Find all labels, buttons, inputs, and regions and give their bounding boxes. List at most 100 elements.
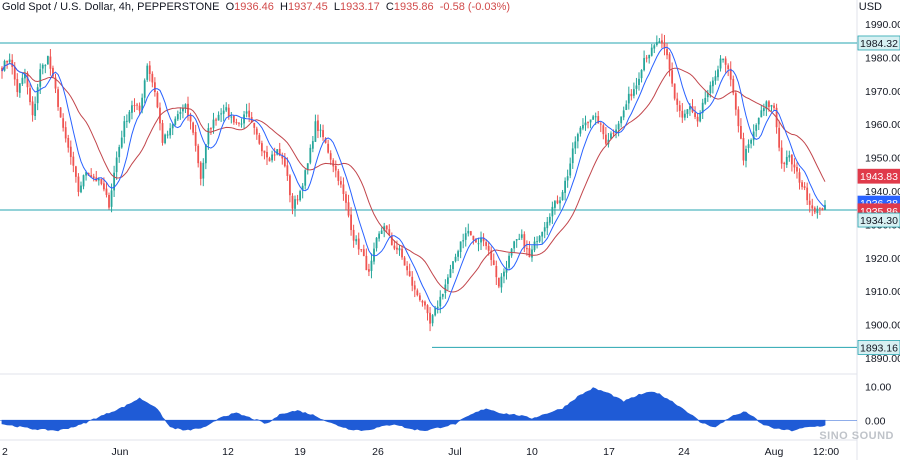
candle-body xyxy=(750,139,753,144)
candle-body xyxy=(627,93,630,104)
candle-body xyxy=(714,76,717,81)
candle-body xyxy=(525,248,528,250)
candle-body xyxy=(329,153,332,160)
candle-body xyxy=(199,162,202,179)
candle-body xyxy=(706,93,709,98)
x-tick-label: 12:00 xyxy=(813,446,839,458)
candle-body xyxy=(337,171,340,181)
candle-body xyxy=(487,245,490,251)
candle-body xyxy=(204,144,207,164)
candle-body xyxy=(566,176,569,181)
candle-body xyxy=(709,85,712,94)
candle-body xyxy=(533,241,536,251)
candle-body xyxy=(187,103,189,117)
candle-body xyxy=(194,132,197,146)
candle-body xyxy=(492,260,495,266)
candle-body xyxy=(811,205,814,209)
oscillator-area xyxy=(1,387,826,432)
candle-body xyxy=(640,69,643,79)
candle-body xyxy=(69,146,72,158)
y-tick-label: 1920.00 xyxy=(865,253,900,265)
candle-body xyxy=(385,225,388,230)
candle-body xyxy=(26,73,29,88)
candle-body xyxy=(592,116,595,120)
candle-body xyxy=(469,231,472,236)
candle-body xyxy=(429,312,431,324)
candle-body xyxy=(29,88,31,103)
price-tag-box xyxy=(857,168,900,184)
candle-body xyxy=(317,120,319,131)
y-tick-label: 1940.00 xyxy=(865,186,900,198)
symbol-header: Gold Spot / U.S. Dollar, 4h, PEPPERSTONE… xyxy=(2,1,510,13)
y-tick-label: 1970.00 xyxy=(865,86,900,98)
candle-body xyxy=(737,109,740,127)
candle-body xyxy=(449,269,452,278)
candle-body xyxy=(571,148,574,164)
candle-body xyxy=(390,235,393,246)
candle-body xyxy=(434,308,437,316)
candle-body xyxy=(515,239,518,241)
candle-body xyxy=(661,40,663,44)
candle-body xyxy=(551,206,554,217)
candle-body xyxy=(678,105,681,111)
candle-body xyxy=(322,130,324,138)
candle-body xyxy=(801,182,803,187)
candle-body xyxy=(245,111,248,114)
candle-body xyxy=(704,97,707,104)
candle-body xyxy=(505,267,508,273)
candle-body xyxy=(785,156,788,165)
candle-body xyxy=(554,201,556,208)
candle-body xyxy=(762,108,765,112)
candle-body xyxy=(345,194,347,203)
candle-body xyxy=(816,208,819,214)
price-tag-box xyxy=(857,35,900,51)
candle-body xyxy=(459,241,462,252)
candle-body xyxy=(368,269,370,272)
candle-body xyxy=(235,122,238,124)
candle-body xyxy=(740,125,742,139)
candle-body xyxy=(388,229,391,235)
candle-body xyxy=(291,195,294,209)
candle-body xyxy=(271,154,273,161)
candle-body xyxy=(808,200,811,205)
candle-body xyxy=(755,125,758,131)
candle-body xyxy=(243,114,245,124)
x-tick-label: Aug xyxy=(765,446,784,458)
y-tick-label: 1890.00 xyxy=(865,353,900,365)
candle-body xyxy=(673,83,676,99)
candle-body xyxy=(357,238,360,250)
candle-body xyxy=(518,238,521,240)
candle-body xyxy=(418,295,421,301)
candle-body xyxy=(125,120,128,122)
candle-body xyxy=(156,92,159,108)
candle-body xyxy=(131,105,133,113)
candle-body xyxy=(118,147,121,158)
candle-body xyxy=(398,248,401,251)
candle-body xyxy=(658,41,661,44)
candle-body xyxy=(266,151,268,158)
candle-body xyxy=(85,172,87,176)
candle-body xyxy=(161,123,164,143)
low-label: L xyxy=(333,1,340,13)
candle-body xyxy=(625,104,628,110)
candle-body xyxy=(108,194,110,208)
candle-body xyxy=(536,241,538,243)
candle-body xyxy=(666,49,668,56)
candle-body xyxy=(164,134,166,144)
candle-body xyxy=(141,97,144,111)
candle-body xyxy=(365,255,368,271)
open-value: 1936.46 xyxy=(234,1,274,13)
candle-body xyxy=(352,229,355,241)
candle-body xyxy=(594,116,597,118)
candle-body xyxy=(240,123,243,125)
candle-body xyxy=(225,107,228,111)
candle-body xyxy=(306,163,309,171)
candle-body xyxy=(301,185,304,191)
candle-body xyxy=(441,293,444,297)
candle-body xyxy=(686,109,689,115)
candle-body xyxy=(258,135,261,144)
candle-body xyxy=(311,141,314,149)
candle-body xyxy=(689,106,691,110)
